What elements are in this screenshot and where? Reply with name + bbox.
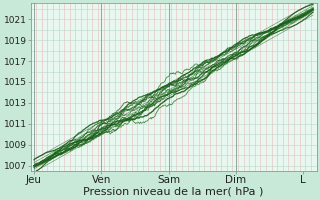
X-axis label: Pression niveau de la mer( hPa ): Pression niveau de la mer( hPa ) <box>84 187 264 197</box>
